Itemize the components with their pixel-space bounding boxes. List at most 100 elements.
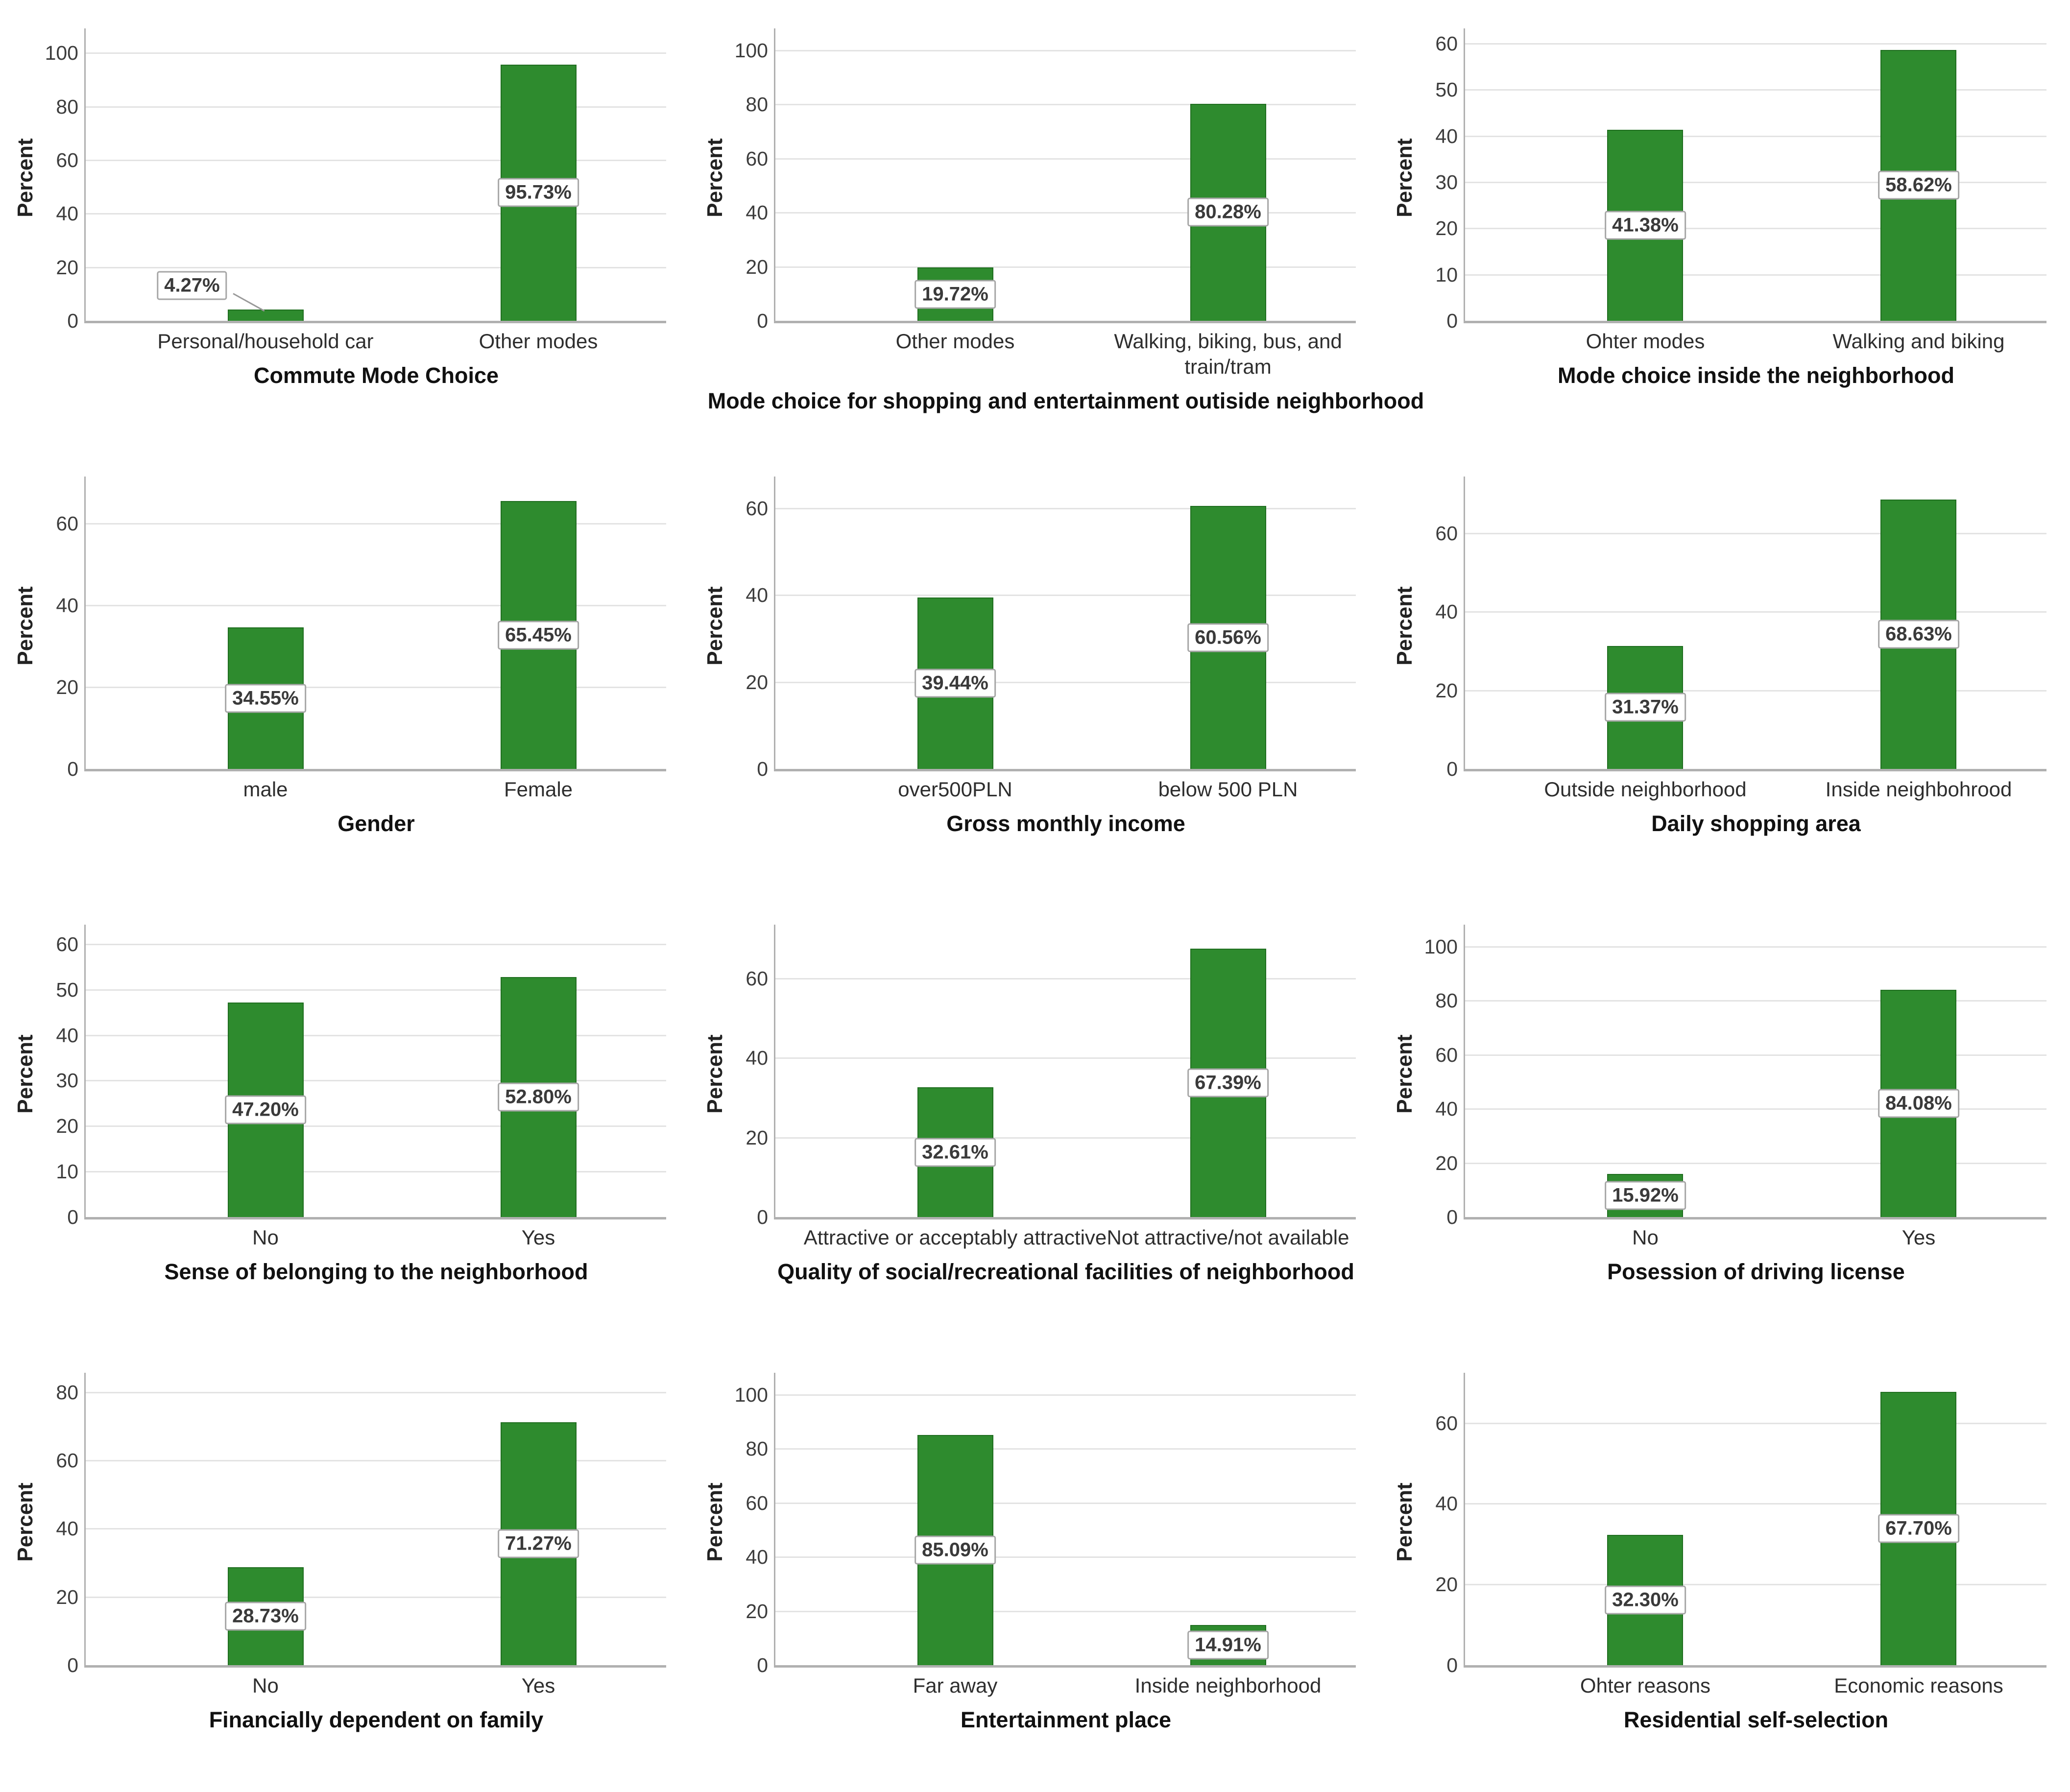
chart-panel: 0 20 40 60 80 100 Percent 85.09% Far away 14.91% I… — [690, 1344, 1379, 1792]
y-axis-tick-label: 60 — [746, 967, 768, 990]
gridline — [1465, 1108, 2046, 1110]
gridline — [1465, 228, 2046, 229]
gridline — [86, 1460, 666, 1461]
y-axis-title: Percent — [703, 586, 727, 666]
y-axis-line — [1464, 477, 1465, 769]
x-axis-title: Posession of driving license — [1607, 1259, 1905, 1284]
gridline — [86, 1080, 666, 1081]
callout-connector-line — [233, 293, 265, 312]
y-axis-tick-label: 80 — [56, 1381, 78, 1404]
y-axis-line — [84, 1373, 86, 1665]
value-label: 19.72% — [915, 280, 996, 309]
y-axis-tick-label: 20 — [56, 256, 78, 279]
gridline — [775, 158, 1356, 160]
y-axis-title: Percent — [1393, 138, 1417, 217]
y-axis-line — [774, 925, 775, 1217]
value-label: 68.63% — [1878, 620, 1959, 649]
category-label: Ohter modes — [1586, 330, 1705, 353]
y-axis-tick-label: 60 — [56, 512, 78, 535]
gridline — [1465, 690, 2046, 692]
category-label: Walking, biking, bus, and train/tram — [1114, 330, 1342, 378]
y-axis-tick-label: 100 — [734, 39, 768, 62]
y-axis-title: Percent — [703, 138, 727, 217]
gridline — [1465, 533, 2046, 534]
value-label: 80.28% — [1187, 197, 1269, 227]
y-axis-line — [84, 925, 86, 1217]
y-axis-tick-label: 0 — [757, 1206, 768, 1228]
y-axis-title: Percent — [1393, 1034, 1417, 1114]
x-axis-title: Sense of belonging to the neighborhood — [164, 1259, 588, 1284]
gridline — [775, 1611, 1356, 1612]
y-axis-tick-label: 0 — [1446, 310, 1458, 332]
y-axis-tick-label: 40 — [746, 1047, 768, 1069]
x-axis-line — [1464, 1217, 2046, 1219]
bar — [228, 310, 304, 321]
y-axis-tick-label: 20 — [746, 1600, 768, 1623]
category-label: over500PLN — [898, 778, 1012, 801]
y-axis-tick-label: 80 — [746, 93, 768, 116]
value-label: 85.09% — [915, 1535, 996, 1565]
y-axis-tick-label: 40 — [56, 1517, 78, 1540]
x-axis-line — [774, 1217, 1356, 1219]
y-axis-tick-label: 40 — [1435, 125, 1458, 147]
category-label: Ohter reasons — [1580, 1674, 1711, 1697]
y-axis-line — [774, 477, 775, 769]
gridline — [86, 605, 666, 606]
gridline — [86, 106, 666, 108]
gridline — [86, 1171, 666, 1172]
x-axis-line — [84, 321, 666, 323]
y-axis-tick-label: 0 — [1446, 1206, 1458, 1228]
y-axis-tick-label: 50 — [56, 979, 78, 1001]
y-axis-tick-label: 20 — [1435, 1152, 1458, 1174]
y-axis-title: Percent — [1393, 586, 1417, 666]
x-axis-line — [1464, 321, 2046, 323]
y-axis-tick-label: 0 — [1446, 1654, 1458, 1676]
y-axis-tick-label: 100 — [734, 1384, 768, 1406]
y-axis-title: Percent — [13, 586, 37, 666]
value-label: 28.73% — [225, 1601, 306, 1631]
gridline — [775, 50, 1356, 51]
chart-panel: 0 20 40 60 Percent 34.55% male 65.45% Female Gend… — [0, 448, 690, 896]
gridline — [775, 104, 1356, 105]
y-axis-tick-label: 40 — [1435, 1098, 1458, 1120]
y-axis-tick-label: 20 — [1435, 1573, 1458, 1596]
gridline — [86, 1597, 666, 1598]
value-label: 31.37% — [1605, 693, 1686, 722]
category-label: Female — [504, 778, 573, 801]
gridline — [86, 52, 666, 54]
chart-panel: 0 10 20 30 40 50 60 Percent 47.20% No 52.80% Yes Sen… — [0, 896, 690, 1344]
gridline — [775, 266, 1356, 268]
y-axis-tick-label: 80 — [746, 1437, 768, 1460]
gridline — [86, 687, 666, 688]
y-axis-tick-label: 40 — [1435, 600, 1458, 623]
value-label: 95.73% — [498, 178, 579, 207]
x-axis-title: Financially dependent on family — [209, 1707, 544, 1732]
y-axis-title: Percent — [13, 1482, 37, 1562]
y-axis-tick-label: 100 — [45, 42, 78, 64]
value-label: 4.27% — [157, 271, 227, 300]
gridline — [775, 682, 1356, 683]
category-label: Far away — [913, 1674, 998, 1697]
x-axis-line — [774, 1665, 1356, 1668]
y-axis-line — [1464, 925, 1465, 1217]
y-axis-tick-label: 50 — [1435, 78, 1458, 101]
gridline — [775, 1394, 1356, 1396]
chart-panel: 0 20 40 60 Percent 32.61% Attractive or accept… — [690, 896, 1379, 1344]
y-axis-tick-label: 60 — [56, 149, 78, 171]
y-axis-tick-label: 60 — [1435, 1044, 1458, 1066]
x-axis-title: Residential self-selection — [1623, 1707, 1889, 1732]
x-axis-title: Mode choice inside the neighborhood — [1557, 363, 1955, 388]
y-axis-tick-label: 40 — [746, 1546, 768, 1568]
y-axis-line — [774, 1373, 775, 1665]
category-label: Personal/household car — [157, 330, 374, 353]
gridline — [86, 213, 666, 215]
gridline — [1465, 1584, 2046, 1585]
y-axis-title: Percent — [703, 1034, 727, 1114]
y-axis-line — [84, 477, 86, 769]
chart-panel: 0 20 40 60 80 100 Percent 19.72% Other modes 80.2… — [690, 0, 1424, 448]
gridline — [86, 944, 666, 945]
gridline — [1465, 1054, 2046, 1056]
value-label: 58.62% — [1878, 170, 1959, 200]
category-label: Outside neighborhood — [1544, 778, 1747, 801]
